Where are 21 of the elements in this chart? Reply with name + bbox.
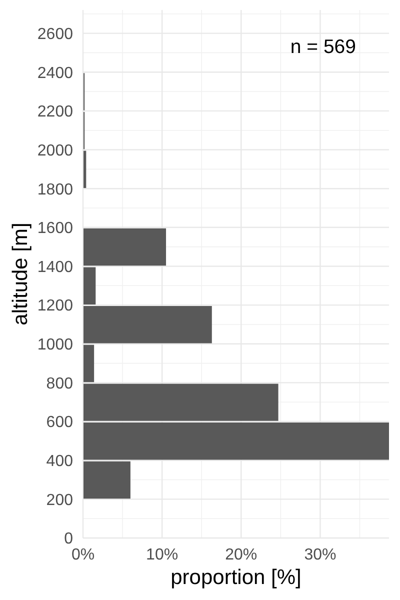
x-tick-label: 20% xyxy=(225,546,258,564)
y-tick-label: 1800 xyxy=(37,181,74,198)
y-tick-label: 400 xyxy=(46,453,74,470)
y-tick-label: 2200 xyxy=(37,104,74,121)
y-tick-label: 800 xyxy=(46,375,74,392)
x-axis-title: proportion [%] xyxy=(170,566,302,589)
x-tick-label: 10% xyxy=(146,546,178,564)
y-axis-title: altitude [m] xyxy=(9,222,33,326)
x-tick-label: 0% xyxy=(71,546,95,564)
y-tick-label: 600 xyxy=(46,414,74,432)
y-tick-label: 2000 xyxy=(37,142,74,160)
x-tick-label: 30% xyxy=(304,546,336,564)
y-tick-label: 2600 xyxy=(37,26,74,43)
y-tick-label: 200 xyxy=(46,492,74,509)
y-tick-label: 1000 xyxy=(37,336,74,354)
y-tick-label: 1400 xyxy=(37,258,74,276)
y-tick-label: 0 xyxy=(64,530,74,548)
y-tick-label: 1600 xyxy=(37,220,74,238)
annotation: n = 569 xyxy=(290,36,356,58)
y-tick-label: 1200 xyxy=(37,298,74,315)
y-tick-label: 2400 xyxy=(37,64,74,82)
